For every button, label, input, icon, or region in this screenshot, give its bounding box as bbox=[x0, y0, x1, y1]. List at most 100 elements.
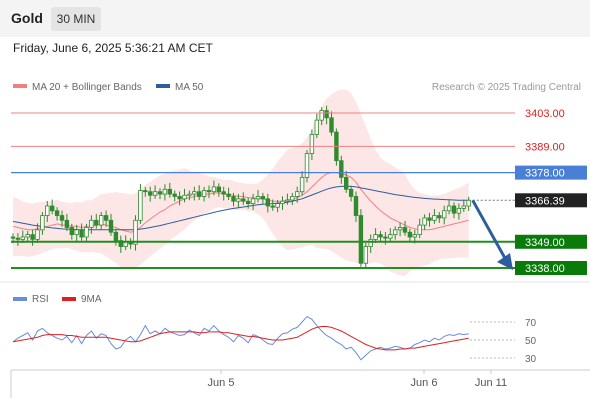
candle-body bbox=[329, 117, 334, 133]
candle-body bbox=[182, 194, 187, 200]
candle-body bbox=[265, 198, 270, 207]
level-badge-3378.00 bbox=[515, 165, 587, 180]
candle-body bbox=[226, 193, 231, 197]
candle-body bbox=[143, 190, 148, 193]
candle-body bbox=[270, 205, 275, 208]
candle-body bbox=[339, 160, 344, 178]
candle-body bbox=[177, 196, 182, 200]
candle-body bbox=[427, 217, 432, 221]
rsi-ma-legend-label: 9MA bbox=[81, 294, 102, 305]
candle-body bbox=[309, 134, 315, 154]
candle-body bbox=[30, 234, 35, 240]
candle-body bbox=[50, 205, 55, 212]
candle-body bbox=[40, 215, 45, 231]
candle-body bbox=[231, 196, 236, 202]
candle-body bbox=[10, 236, 16, 239]
ma20-line bbox=[12, 172, 469, 233]
candle-body bbox=[35, 229, 40, 240]
candle-body bbox=[446, 205, 452, 212]
candle-body bbox=[15, 237, 21, 240]
candle-body bbox=[25, 234, 30, 238]
candle-body bbox=[201, 190, 207, 197]
candle-body bbox=[378, 234, 383, 238]
candle-body bbox=[211, 186, 217, 193]
candle-body bbox=[383, 236, 388, 239]
candle-body bbox=[285, 199, 290, 202]
candle-body bbox=[441, 210, 447, 219]
candle-body bbox=[196, 191, 202, 197]
symbol-title: Gold bbox=[11, 10, 43, 26]
candle-body bbox=[294, 191, 300, 197]
candle-body bbox=[407, 231, 413, 238]
candle-body bbox=[290, 196, 295, 201]
datetime-label: Friday, June 6, 2025 5:36:21 AM CET bbox=[13, 41, 213, 55]
candle-body bbox=[299, 176, 305, 193]
timeframe-button[interactable]: 30 MIN bbox=[51, 7, 101, 31]
rsi-legend-swatch bbox=[13, 297, 27, 301]
current-price-badge bbox=[515, 193, 587, 208]
ma50-legend-swatch bbox=[156, 84, 170, 88]
candle-body bbox=[397, 227, 403, 231]
candle-body bbox=[103, 215, 109, 221]
rsi-ma9-line bbox=[12, 326, 469, 351]
x-axis: Jun 5 Jun 6 Jun 11 bbox=[208, 370, 507, 389]
candle-body bbox=[118, 240, 123, 247]
candle-body bbox=[358, 215, 364, 264]
candle-body bbox=[402, 227, 408, 233]
candle-body bbox=[89, 219, 94, 228]
candle-body bbox=[192, 191, 197, 195]
x-tick-label-Jun-6: Jun 6 bbox=[411, 377, 438, 389]
candle-body bbox=[147, 191, 153, 196]
level-badge-3349.00 bbox=[515, 234, 587, 249]
candle-body bbox=[466, 199, 471, 207]
candle-body bbox=[99, 215, 104, 226]
candle-body bbox=[152, 191, 158, 196]
candle-body bbox=[319, 110, 324, 121]
top-bar: Gold 30 MIN bbox=[0, 0, 590, 37]
candle-body bbox=[461, 205, 466, 209]
candle-body bbox=[54, 210, 60, 216]
candle-body bbox=[392, 229, 398, 236]
candle-body bbox=[167, 188, 172, 195]
candle-body bbox=[79, 229, 84, 238]
candle-body bbox=[255, 196, 261, 200]
level-label-3349.00: 3349.00 bbox=[525, 237, 565, 249]
candle-body bbox=[245, 200, 251, 205]
forecast-arrow-shaft bbox=[471, 199, 508, 261]
forecast-arrowhead bbox=[497, 253, 513, 270]
level-label-3389.00: 3389.00 bbox=[525, 141, 565, 153]
candle-body bbox=[138, 190, 143, 221]
candle-body bbox=[162, 188, 168, 195]
candle-body bbox=[206, 190, 212, 193]
candle-body bbox=[94, 219, 99, 226]
candle-body bbox=[280, 200, 285, 205]
candle-body bbox=[20, 236, 25, 240]
candle-body bbox=[451, 205, 457, 214]
level-badge-3338.00 bbox=[515, 261, 587, 275]
candle-body bbox=[373, 234, 378, 240]
candle-body bbox=[221, 191, 226, 195]
rsi-plot-area: 70 50 30 bbox=[12, 315, 537, 365]
candle-body bbox=[187, 193, 192, 196]
candle-body bbox=[348, 188, 354, 197]
candle-body bbox=[250, 198, 256, 205]
candle-body bbox=[437, 215, 442, 219]
rsi-line bbox=[12, 315, 469, 361]
rsi-tick-label-70: 70 bbox=[525, 318, 537, 329]
rsi-legend-label: RSI bbox=[32, 294, 49, 305]
candle-body bbox=[216, 186, 221, 193]
ma50-legend-label: MA 50 bbox=[175, 82, 204, 93]
candle-body bbox=[422, 217, 427, 226]
x-tick-label-Jun-5: Jun 5 bbox=[208, 377, 235, 389]
candle-body bbox=[74, 229, 79, 236]
candle-body bbox=[304, 153, 310, 178]
candle-body bbox=[343, 176, 349, 190]
candle-body bbox=[69, 227, 74, 236]
candle-body bbox=[417, 224, 422, 236]
ma50-line bbox=[12, 185, 469, 231]
rsi-tick-label-30: 30 bbox=[525, 354, 537, 365]
candle-body bbox=[113, 231, 119, 241]
rsi-ma-legend-swatch bbox=[62, 297, 76, 301]
candle-body bbox=[388, 234, 393, 239]
